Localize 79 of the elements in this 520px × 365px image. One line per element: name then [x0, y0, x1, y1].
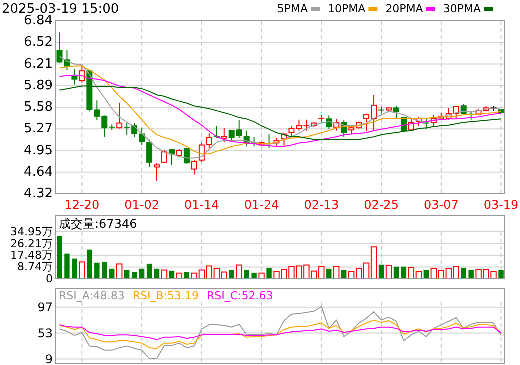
- y-tick-label: 4.32: [24, 186, 53, 202]
- y-tick-label: 5.27: [24, 122, 53, 137]
- bar: [342, 270, 347, 279]
- y-tick-label: 6.52: [24, 35, 53, 50]
- bar: [461, 268, 466, 279]
- candlestick: [191, 160, 198, 176]
- line-series: [59, 324, 502, 340]
- x-tick-label: 03-07: [424, 198, 459, 212]
- bar: [334, 266, 340, 280]
- bar: [326, 268, 332, 279]
- line-series: [59, 86, 502, 140]
- bar: [124, 270, 130, 279]
- legend-label: 30PMA: [443, 2, 482, 16]
- y-tick-label: 5.89: [24, 78, 53, 94]
- bar: [468, 270, 474, 279]
- y-tick-label: 97: [38, 300, 53, 314]
- y-tick-label: 17.48万: [10, 248, 53, 262]
- candlestick: [116, 102, 123, 130]
- bar: [110, 268, 115, 279]
- bar: [266, 268, 272, 279]
- legend-label: 10PMA: [328, 2, 366, 16]
- candlestick: [79, 65, 86, 84]
- bar: [139, 268, 145, 279]
- chart-title: 成交量:67346: [59, 217, 138, 231]
- y-tick-label: 9: [45, 352, 53, 365]
- bar: [102, 262, 108, 279]
- bar: [386, 265, 392, 280]
- y-tick-label: 34.95万: [10, 226, 53, 238]
- x-tick-label: 01-14: [184, 198, 220, 212]
- candlestick: [393, 106, 400, 119]
- bar: [401, 266, 407, 279]
- candlestick: [154, 162, 160, 182]
- x-tick-label: 03-19: [484, 198, 519, 212]
- legend-label: 5PMA: [277, 2, 308, 16]
- x-tick-label: 01-24: [244, 198, 280, 212]
- bar: [154, 268, 160, 279]
- text: RSI_C:52.63: [207, 290, 274, 302]
- y-tick-label: 5.58: [24, 100, 53, 115]
- candlestick: [422, 118, 430, 130]
- bar: [229, 270, 234, 279]
- bar: [146, 264, 152, 279]
- y-tick-label: 0: [46, 272, 53, 286]
- y-tick-label: 4.95: [24, 143, 53, 158]
- x-tick-label: 01-02: [124, 198, 160, 212]
- line-series: [59, 306, 502, 360]
- bar: [252, 272, 257, 279]
- candlestick: [326, 115, 332, 130]
- y-tick-label: 6.84: [24, 14, 53, 28]
- bar: [244, 270, 250, 279]
- bar: [79, 262, 86, 280]
- y-tick-label: 26.21万: [10, 237, 53, 250]
- bar: [116, 264, 123, 280]
- bar: [72, 258, 78, 279]
- bar: [132, 272, 138, 279]
- candlestick: [184, 148, 190, 164]
- y-tick-label: 6.21: [24, 56, 53, 72]
- bar: [394, 266, 400, 279]
- text: RSI_B:53.19: [132, 290, 200, 302]
- bar: [424, 270, 430, 279]
- y-tick-label: 53: [38, 326, 53, 340]
- candlestick: [206, 133, 212, 150]
- candlestick: [221, 128, 228, 144]
- y-tick-label: 8.74万: [18, 260, 53, 274]
- bar: [94, 262, 100, 279]
- bar: [378, 264, 384, 279]
- candlestick: [72, 68, 78, 86]
- x-tick-label: 12-20: [64, 198, 100, 212]
- bar: [184, 272, 190, 279]
- x-tick-label: 02-25: [364, 198, 399, 212]
- y-tick-label: 4.64: [24, 164, 53, 180]
- x-tick-label: 02-13: [304, 198, 340, 212]
- bar: [64, 254, 70, 279]
- text: RSI_A:48.83: [59, 290, 125, 302]
- bar: [87, 250, 92, 279]
- legend-label: 20PMA: [386, 2, 424, 16]
- bar: [57, 236, 62, 279]
- candlestick: [162, 150, 168, 164]
- bar: [236, 264, 242, 280]
- bar: [498, 270, 504, 279]
